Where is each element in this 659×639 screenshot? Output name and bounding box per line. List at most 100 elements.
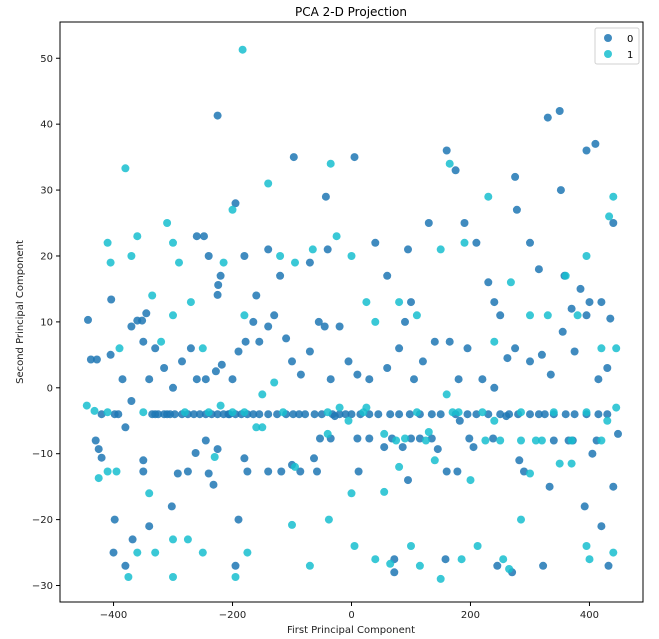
legend-marker-1: [604, 50, 612, 58]
data-point-class-0: [540, 410, 549, 419]
data-point-class-0: [484, 278, 493, 287]
data-point-class-0: [209, 480, 218, 489]
data-point-class-0: [442, 146, 451, 155]
legend-label-0: 0: [627, 34, 633, 45]
data-point-class-1: [380, 429, 389, 438]
data-point-class-0: [195, 410, 204, 419]
legend-label-1: 1: [627, 50, 633, 61]
data-point-class-0: [511, 172, 520, 181]
data-point-class-0: [451, 166, 460, 175]
data-point-class-0: [503, 354, 512, 363]
data-point-class-0: [442, 467, 451, 476]
data-point-class-1: [288, 520, 296, 529]
data-point-class-0: [213, 410, 222, 419]
data-point-class-0: [603, 410, 612, 419]
data-point-class-1: [436, 245, 445, 254]
data-point-class-0: [407, 434, 415, 443]
y-tick-label: 40: [40, 120, 53, 131]
data-point-class-1: [228, 205, 237, 214]
data-point-class-0: [170, 410, 179, 419]
data-point-class-1: [490, 337, 499, 346]
data-point-class-1: [115, 344, 124, 353]
data-point-class-1: [549, 408, 558, 417]
data-point-class-0: [231, 561, 240, 570]
data-point-class-0: [347, 410, 356, 419]
data-point-class-0: [289, 153, 298, 162]
x-tick-label: 0: [348, 610, 354, 621]
data-point-class-0: [407, 298, 415, 307]
data-point-class-1: [350, 542, 359, 550]
data-point-class-0: [138, 316, 147, 325]
data-point-class-0: [539, 561, 548, 570]
data-point-class-0: [463, 410, 472, 419]
data-point-class-1: [175, 258, 183, 267]
data-point-class-0: [558, 327, 567, 336]
data-point-class-1: [139, 408, 148, 417]
data-point-class-0: [142, 309, 151, 318]
data-point-class-0: [383, 364, 392, 372]
data-point-class-0: [114, 410, 123, 419]
data-point-class-1: [612, 403, 621, 412]
data-point-class-0: [160, 364, 169, 372]
y-tick-label: 30: [40, 186, 53, 197]
data-points: [82, 45, 622, 583]
data-point-class-0: [546, 370, 555, 379]
data-point-class-0: [154, 410, 163, 419]
data-point-class-0: [106, 350, 115, 359]
chart-title: PCA 2-D Projection: [295, 5, 407, 19]
data-point-class-1: [344, 416, 353, 425]
data-point-class-0: [183, 467, 192, 476]
data-point-class-1: [183, 535, 192, 544]
data-point-class-0: [305, 347, 314, 356]
data-point-class-1: [186, 298, 195, 307]
data-point-class-0: [234, 515, 243, 524]
data-point-class-0: [534, 410, 543, 419]
data-point-class-0: [493, 561, 502, 570]
data-point-class-0: [374, 410, 383, 419]
data-point-class-0: [191, 449, 200, 457]
data-point-class-0: [606, 314, 615, 323]
data-point-class-0: [296, 370, 305, 379]
data-point-class-0: [189, 410, 198, 419]
data-point-class-0: [173, 469, 182, 478]
data-point-class-1: [332, 232, 341, 241]
data-point-class-0: [395, 344, 404, 353]
data-point-class-0: [314, 317, 323, 326]
data-point-class-1: [407, 542, 415, 550]
data-point-class-0: [110, 515, 119, 524]
data-point-class-0: [282, 334, 291, 343]
data-point-class-0: [84, 315, 92, 324]
data-point-class-0: [97, 453, 106, 462]
data-point-class-1: [454, 408, 463, 417]
data-point-class-0: [234, 347, 243, 356]
data-point-class-1: [276, 252, 285, 260]
data-point-class-1: [133, 548, 142, 557]
data-point-class-1: [543, 311, 552, 320]
data-point-class-1: [169, 238, 177, 247]
data-point-class-1: [609, 192, 618, 201]
data-point-class-0: [404, 245, 412, 254]
data-point-class-1: [597, 344, 606, 353]
data-point-class-1: [258, 423, 267, 432]
data-point-class-0: [398, 443, 407, 452]
y-tick-label: −30: [32, 581, 53, 592]
data-point-class-0: [213, 111, 222, 120]
data-point-class-1: [347, 489, 356, 498]
data-point-class-0: [463, 344, 472, 353]
data-point-class-1: [148, 291, 157, 300]
data-point-class-1: [112, 467, 121, 476]
data-point-class-0: [94, 445, 103, 454]
data-point-class-0: [543, 113, 552, 122]
data-point-class-0: [604, 561, 613, 570]
data-point-class-0: [151, 344, 160, 353]
data-point-class-1: [445, 159, 454, 168]
data-point-class-0: [249, 317, 258, 326]
data-point-class-0: [582, 146, 591, 155]
data-point-class-1: [448, 408, 457, 417]
data-point-class-0: [537, 350, 546, 359]
data-point-class-1: [169, 311, 177, 320]
data-point-class-0: [264, 245, 273, 254]
data-point-class-1: [291, 462, 299, 471]
data-point-class-0: [344, 357, 353, 366]
data-point-class-0: [570, 347, 579, 356]
